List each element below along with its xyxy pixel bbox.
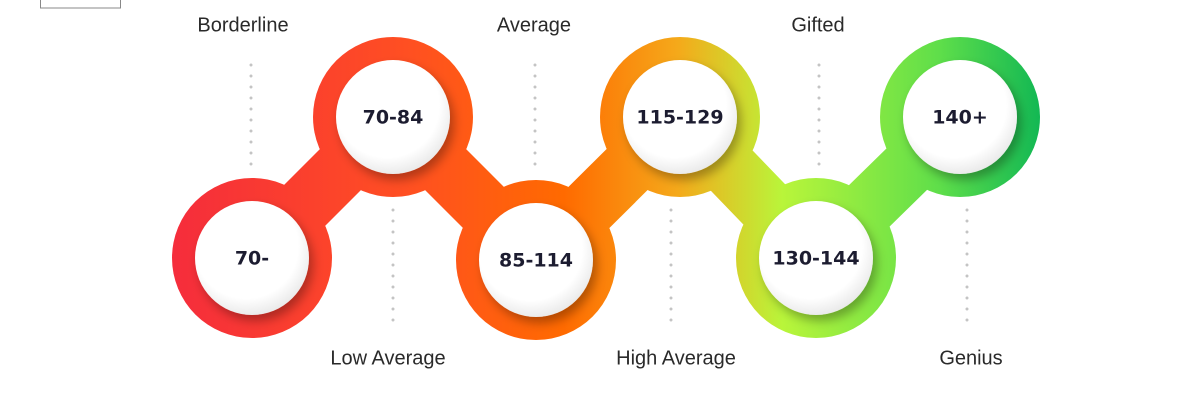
range-label: 115-129 [636, 107, 723, 129]
category-label: Low Average [330, 347, 445, 369]
category-label: Borderline [197, 14, 288, 36]
range-label: 70- [235, 248, 269, 270]
category-label: Gifted [791, 14, 844, 36]
corner-box [40, 0, 121, 9]
nodes: 70- Borderline 70-84 Low Average 85-114 Avera… [195, 14, 1017, 369]
range-label: 140+ [932, 107, 988, 129]
category-label: High Average [616, 347, 736, 369]
category-label: Genius [939, 347, 1002, 369]
range-label: 70-84 [363, 107, 424, 129]
disc [759, 201, 873, 315]
disc [479, 203, 593, 317]
disc [623, 60, 737, 174]
disc [336, 60, 450, 174]
category-label: Average [497, 14, 571, 36]
band [172, 37, 1040, 340]
disc [195, 201, 309, 315]
range-label: 85-114 [499, 250, 573, 272]
range-label: 130-144 [772, 248, 859, 270]
disc [903, 60, 1017, 174]
